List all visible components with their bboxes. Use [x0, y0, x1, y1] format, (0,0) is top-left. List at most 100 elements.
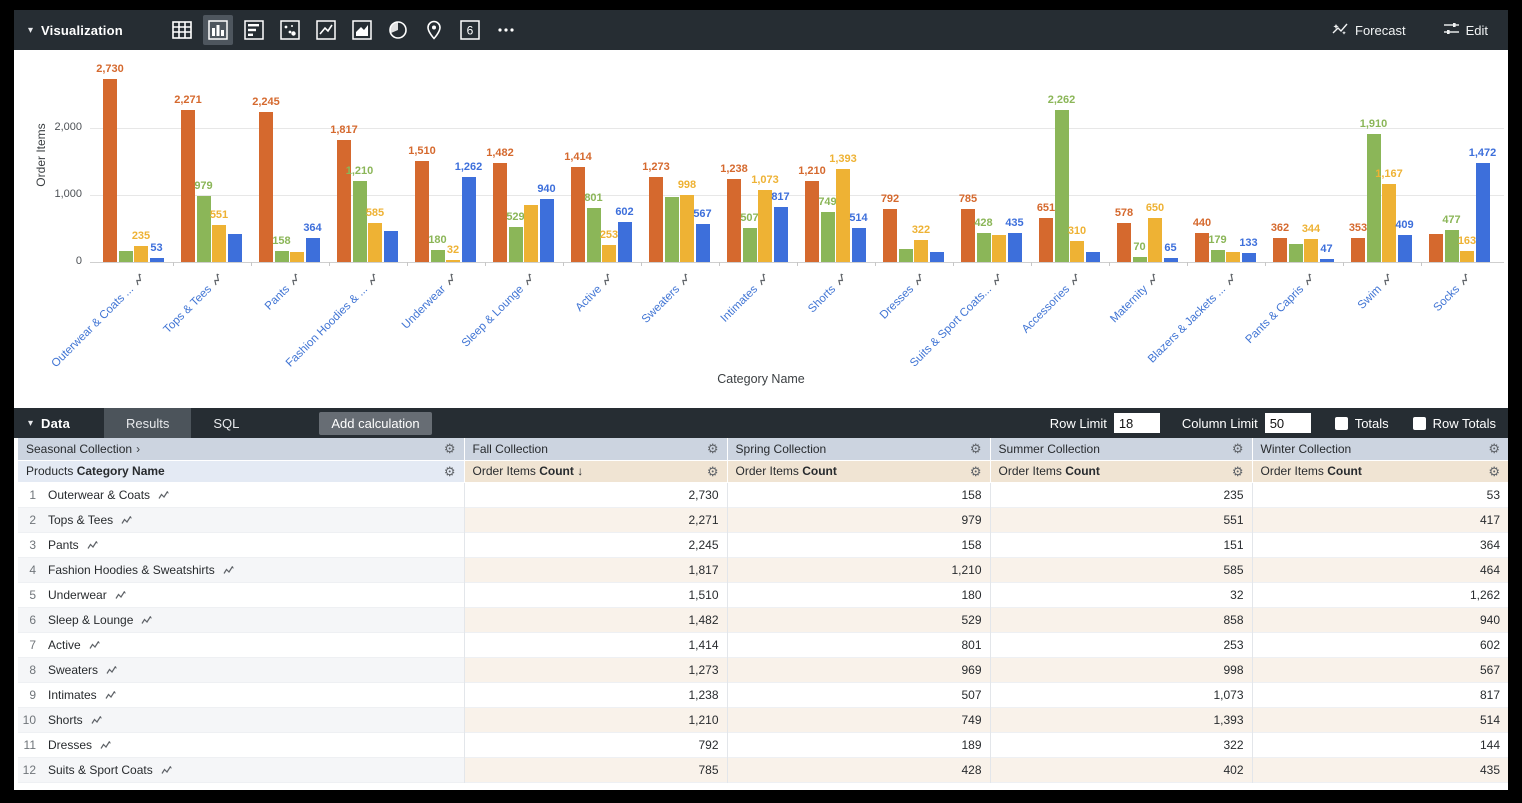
- pivot-dimension-header[interactable]: Seasonal Collection › ⚙: [18, 438, 465, 461]
- gear-icon[interactable]: ⚙: [443, 463, 456, 479]
- x-category-label[interactable]: Pants: [189, 272, 304, 387]
- bar-fall-collection[interactable]: [571, 167, 585, 262]
- gear-icon[interactable]: ⚙: [969, 463, 982, 479]
- measure-value-cell[interactable]: 1,210: [726, 557, 991, 582]
- measure-value-cell[interactable]: 529: [726, 607, 991, 632]
- bar-winter-collection[interactable]: [1007, 232, 1022, 262]
- pivot-value-header[interactable]: Fall Collection ⚙: [463, 438, 728, 461]
- bar-spring-collection[interactable]: [976, 233, 991, 262]
- bar-winter-collection[interactable]: [461, 177, 476, 262]
- line-chart-icon[interactable]: [311, 15, 341, 45]
- x-category-label[interactable]: Maternity: [1047, 272, 1162, 387]
- bar-winter-collection[interactable]: [227, 234, 242, 262]
- x-category-label[interactable]: Sweaters: [579, 272, 694, 387]
- category-name-cell[interactable]: Tops & Tees: [40, 507, 465, 532]
- row-totals-checkbox[interactable]: [1412, 416, 1426, 430]
- bar-summer-collection[interactable]: [758, 190, 772, 262]
- forecast-button[interactable]: Forecast: [1322, 16, 1416, 45]
- bar-summer-collection[interactable]: [1148, 218, 1162, 262]
- bar-summer-collection[interactable]: [290, 251, 304, 262]
- measure-value-cell[interactable]: 1,510: [463, 582, 728, 607]
- x-category-label[interactable]: Suits & Sport Coats...: [891, 272, 1006, 387]
- bar-summer-collection[interactable]: [680, 195, 694, 262]
- measure-value-cell[interactable]: 2,730: [463, 482, 728, 507]
- category-name-cell[interactable]: Dresses: [40, 732, 464, 757]
- measure-value-cell[interactable]: 1,210: [463, 707, 728, 732]
- bar-winter-collection[interactable]: [1163, 257, 1178, 262]
- bar-summer-collection[interactable]: [1226, 251, 1240, 262]
- measure-value-cell[interactable]: 1,817: [463, 557, 728, 582]
- bar-spring-collection[interactable]: [1366, 134, 1381, 262]
- measure-value-cell[interactable]: 551: [989, 507, 1253, 532]
- gear-icon[interactable]: ⚙: [443, 441, 456, 457]
- category-name-cell[interactable]: Shorts: [40, 707, 465, 732]
- category-name-cell[interactable]: Pants: [40, 532, 464, 557]
- measure-value-cell[interactable]: 801: [726, 632, 991, 657]
- bar-fall-collection[interactable]: [259, 111, 273, 262]
- pivot-value-header[interactable]: Spring Collection ⚙: [726, 438, 991, 461]
- bar-winter-collection[interactable]: [383, 230, 398, 262]
- bar-winter-collection[interactable]: [1319, 258, 1334, 262]
- bar-fall-collection[interactable]: [649, 176, 663, 262]
- bar-spring-collection[interactable]: [586, 208, 601, 262]
- measure-value-cell[interactable]: 785: [463, 757, 728, 782]
- gear-icon[interactable]: ⚙: [1488, 441, 1501, 457]
- measure-value-cell[interactable]: 514: [1251, 707, 1508, 732]
- bar-chart-icon[interactable]: [239, 15, 269, 45]
- bar-fall-collection[interactable]: [337, 140, 351, 262]
- category-name-cell[interactable]: Fashion Hoodies & Sweatshirts: [40, 557, 465, 582]
- bar-winter-collection[interactable]: [1241, 253, 1256, 262]
- scatter-plot-icon[interactable]: [275, 15, 305, 45]
- dimension-column-header[interactable]: Products Category Name ⚙: [18, 460, 465, 483]
- bar-summer-collection[interactable]: [446, 259, 460, 262]
- area-chart-icon[interactable]: [347, 15, 377, 45]
- bar-summer-collection[interactable]: [836, 168, 850, 262]
- measure-value-cell[interactable]: 402: [989, 757, 1253, 782]
- bar-fall-collection[interactable]: [805, 180, 819, 262]
- measure-value-cell[interactable]: 817: [1251, 682, 1508, 707]
- category-name-cell[interactable]: Sweaters: [40, 657, 465, 682]
- bar-fall-collection[interactable]: [1039, 218, 1053, 262]
- measure-value-cell[interactable]: 969: [726, 657, 991, 682]
- measure-value-cell[interactable]: 567: [1251, 657, 1508, 682]
- bar-fall-collection[interactable]: [493, 162, 507, 262]
- category-name-cell[interactable]: Intimates: [40, 682, 464, 707]
- bar-spring-collection[interactable]: [508, 226, 523, 262]
- measure-value-cell[interactable]: 2,271: [463, 507, 728, 532]
- edit-button[interactable]: Edit: [1434, 16, 1498, 45]
- bar-spring-collection[interactable]: [1288, 243, 1303, 262]
- map-icon[interactable]: [419, 15, 449, 45]
- measure-value-cell[interactable]: 364: [1251, 532, 1508, 557]
- visualization-collapse-caret[interactable]: ▾: [28, 24, 34, 36]
- measure-value-cell[interactable]: 428: [726, 757, 991, 782]
- x-category-label[interactable]: Tops & Tees: [111, 272, 226, 387]
- x-category-label[interactable]: Shorts: [735, 272, 850, 387]
- bar-spring-collection[interactable]: [820, 211, 835, 262]
- bar-summer-collection[interactable]: [1070, 241, 1084, 262]
- measure-value-cell[interactable]: 792: [463, 732, 728, 757]
- bar-summer-collection[interactable]: [914, 240, 928, 262]
- measure-value-cell[interactable]: 322: [989, 732, 1253, 757]
- bar-winter-collection[interactable]: [149, 258, 164, 262]
- tab-sql[interactable]: SQL: [213, 415, 240, 431]
- measure-value-cell[interactable]: 435: [1251, 757, 1508, 782]
- gear-icon[interactable]: ⚙: [706, 463, 719, 479]
- bar-fall-collection[interactable]: [1351, 238, 1365, 262]
- bar-fall-collection[interactable]: [181, 109, 195, 262]
- gear-icon[interactable]: ⚙: [1488, 463, 1501, 479]
- measure-value-cell[interactable]: 417: [1251, 507, 1508, 532]
- bar-winter-collection[interactable]: [539, 199, 554, 262]
- category-name-cell[interactable]: Suits & Sport Coats: [40, 757, 465, 782]
- x-category-label[interactable]: Fashion Hoodies & ...: [267, 272, 382, 387]
- bar-winter-collection[interactable]: [1475, 163, 1490, 262]
- bar-spring-collection[interactable]: [1210, 250, 1225, 262]
- pie-chart-icon[interactable]: [383, 15, 413, 45]
- column-limit-input[interactable]: [1264, 413, 1311, 433]
- measure-value-cell[interactable]: 2,245: [463, 532, 728, 557]
- bar-summer-collection[interactable]: [602, 245, 616, 262]
- gear-icon[interactable]: ⚙: [969, 441, 982, 457]
- measure-column-header[interactable]: Order Items Count ↓ ⚙: [463, 460, 728, 483]
- measure-column-header[interactable]: Order Items Count ⚙: [726, 460, 991, 483]
- measure-value-cell[interactable]: 158: [726, 482, 991, 507]
- measure-value-cell[interactable]: 53: [1251, 482, 1508, 507]
